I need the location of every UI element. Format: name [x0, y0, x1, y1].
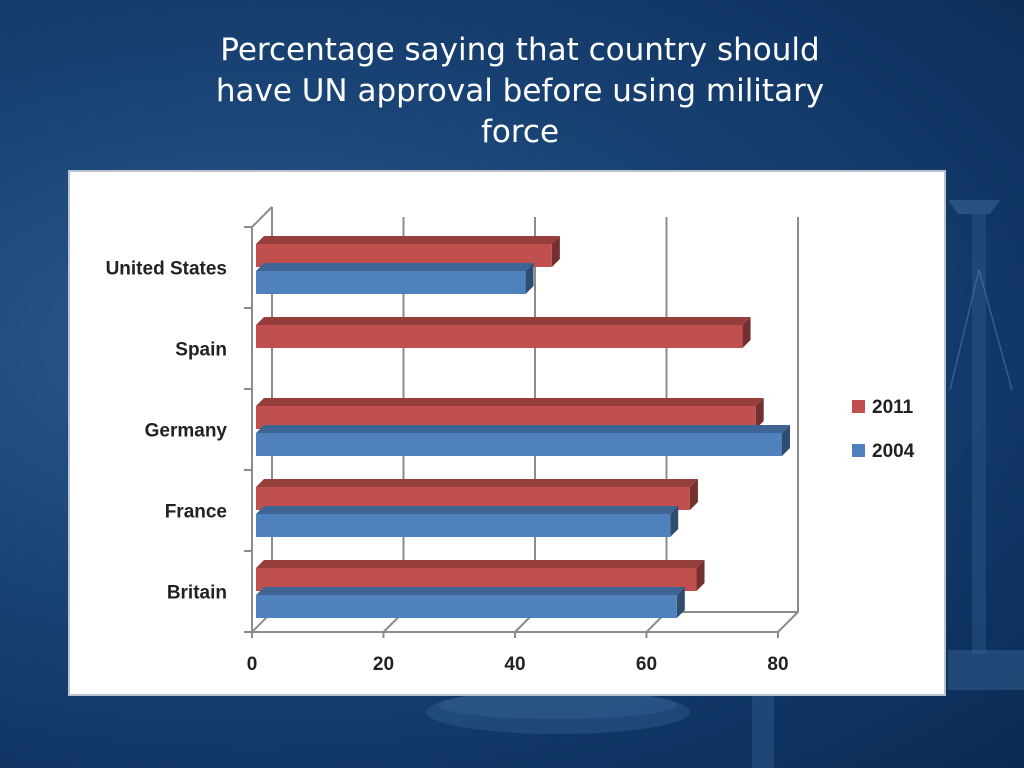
bar-side-face [782, 425, 790, 456]
legend-label-2011: 2011 [872, 397, 914, 418]
bar-2011-germany [256, 398, 764, 429]
category-label: Germany [145, 421, 228, 442]
bar-side-face [689, 479, 698, 510]
floor-gridline [777, 611, 799, 633]
legend-swatch-2004 [852, 444, 865, 457]
bar-top-face [256, 398, 764, 406]
bar-front-face [256, 514, 671, 537]
bar-top-face [256, 506, 679, 514]
x-tick-label: 20 [373, 654, 394, 675]
bar-top-face [256, 479, 698, 487]
bar-front-face [256, 568, 697, 591]
x-tick-label: 40 [504, 654, 525, 675]
bar-side-face [670, 506, 679, 537]
bar-front-face [256, 271, 526, 294]
bar-front-face [256, 325, 743, 348]
x-tick-label: 0 [247, 654, 258, 675]
bar-2011-spain [256, 317, 751, 348]
bar-front-face [256, 244, 552, 267]
bar-side-face [742, 317, 751, 348]
bar-2004-britain [256, 587, 685, 618]
bar-front-face [256, 433, 782, 456]
bar-top-face [256, 263, 534, 271]
bar-chart: 0 20 40 60 80 United States Spain Germany France… [106, 206, 915, 676]
bar-top-face [256, 425, 790, 433]
bars [256, 236, 790, 618]
y-axis-top [251, 206, 273, 228]
bar-front-face [256, 595, 677, 618]
bar-side-face [755, 398, 764, 429]
slide-title: Percentage saying that country should ha… [215, 32, 825, 150]
bar-2004-germany [256, 425, 790, 456]
legend: 2011 2004 [852, 397, 915, 462]
category-label: France [165, 502, 227, 523]
bar-top-face [256, 236, 560, 244]
chart-container: 0 20 40 60 80 United States Spain Germany France… [68, 170, 946, 696]
bar-2011-france [256, 479, 698, 510]
bar-2004-united-states [256, 263, 534, 294]
x-tick-label: 60 [636, 654, 657, 675]
bar-top-face [256, 560, 705, 568]
labels: 0 20 40 60 80 United States Spain Germany France… [106, 259, 789, 676]
bar-side-face [676, 587, 685, 618]
category-label: Spain [175, 340, 227, 361]
bar-top-face [256, 587, 685, 595]
bar-2004-france [256, 506, 679, 537]
x-tick-label: 80 [767, 654, 788, 675]
bar-side-face [551, 236, 560, 267]
bar-top-face [256, 317, 751, 325]
bar-front-face [256, 487, 690, 510]
category-label: United States [106, 259, 227, 280]
bar-2011-united-states [256, 236, 560, 267]
bar-side-face [696, 560, 705, 591]
legend-swatch-2011 [852, 400, 865, 413]
bar-2011-britain [256, 560, 705, 591]
bar-front-face [256, 406, 756, 429]
category-label: Britain [167, 583, 227, 604]
legend-label-2004: 2004 [872, 441, 915, 462]
bar-side-face [525, 263, 534, 294]
